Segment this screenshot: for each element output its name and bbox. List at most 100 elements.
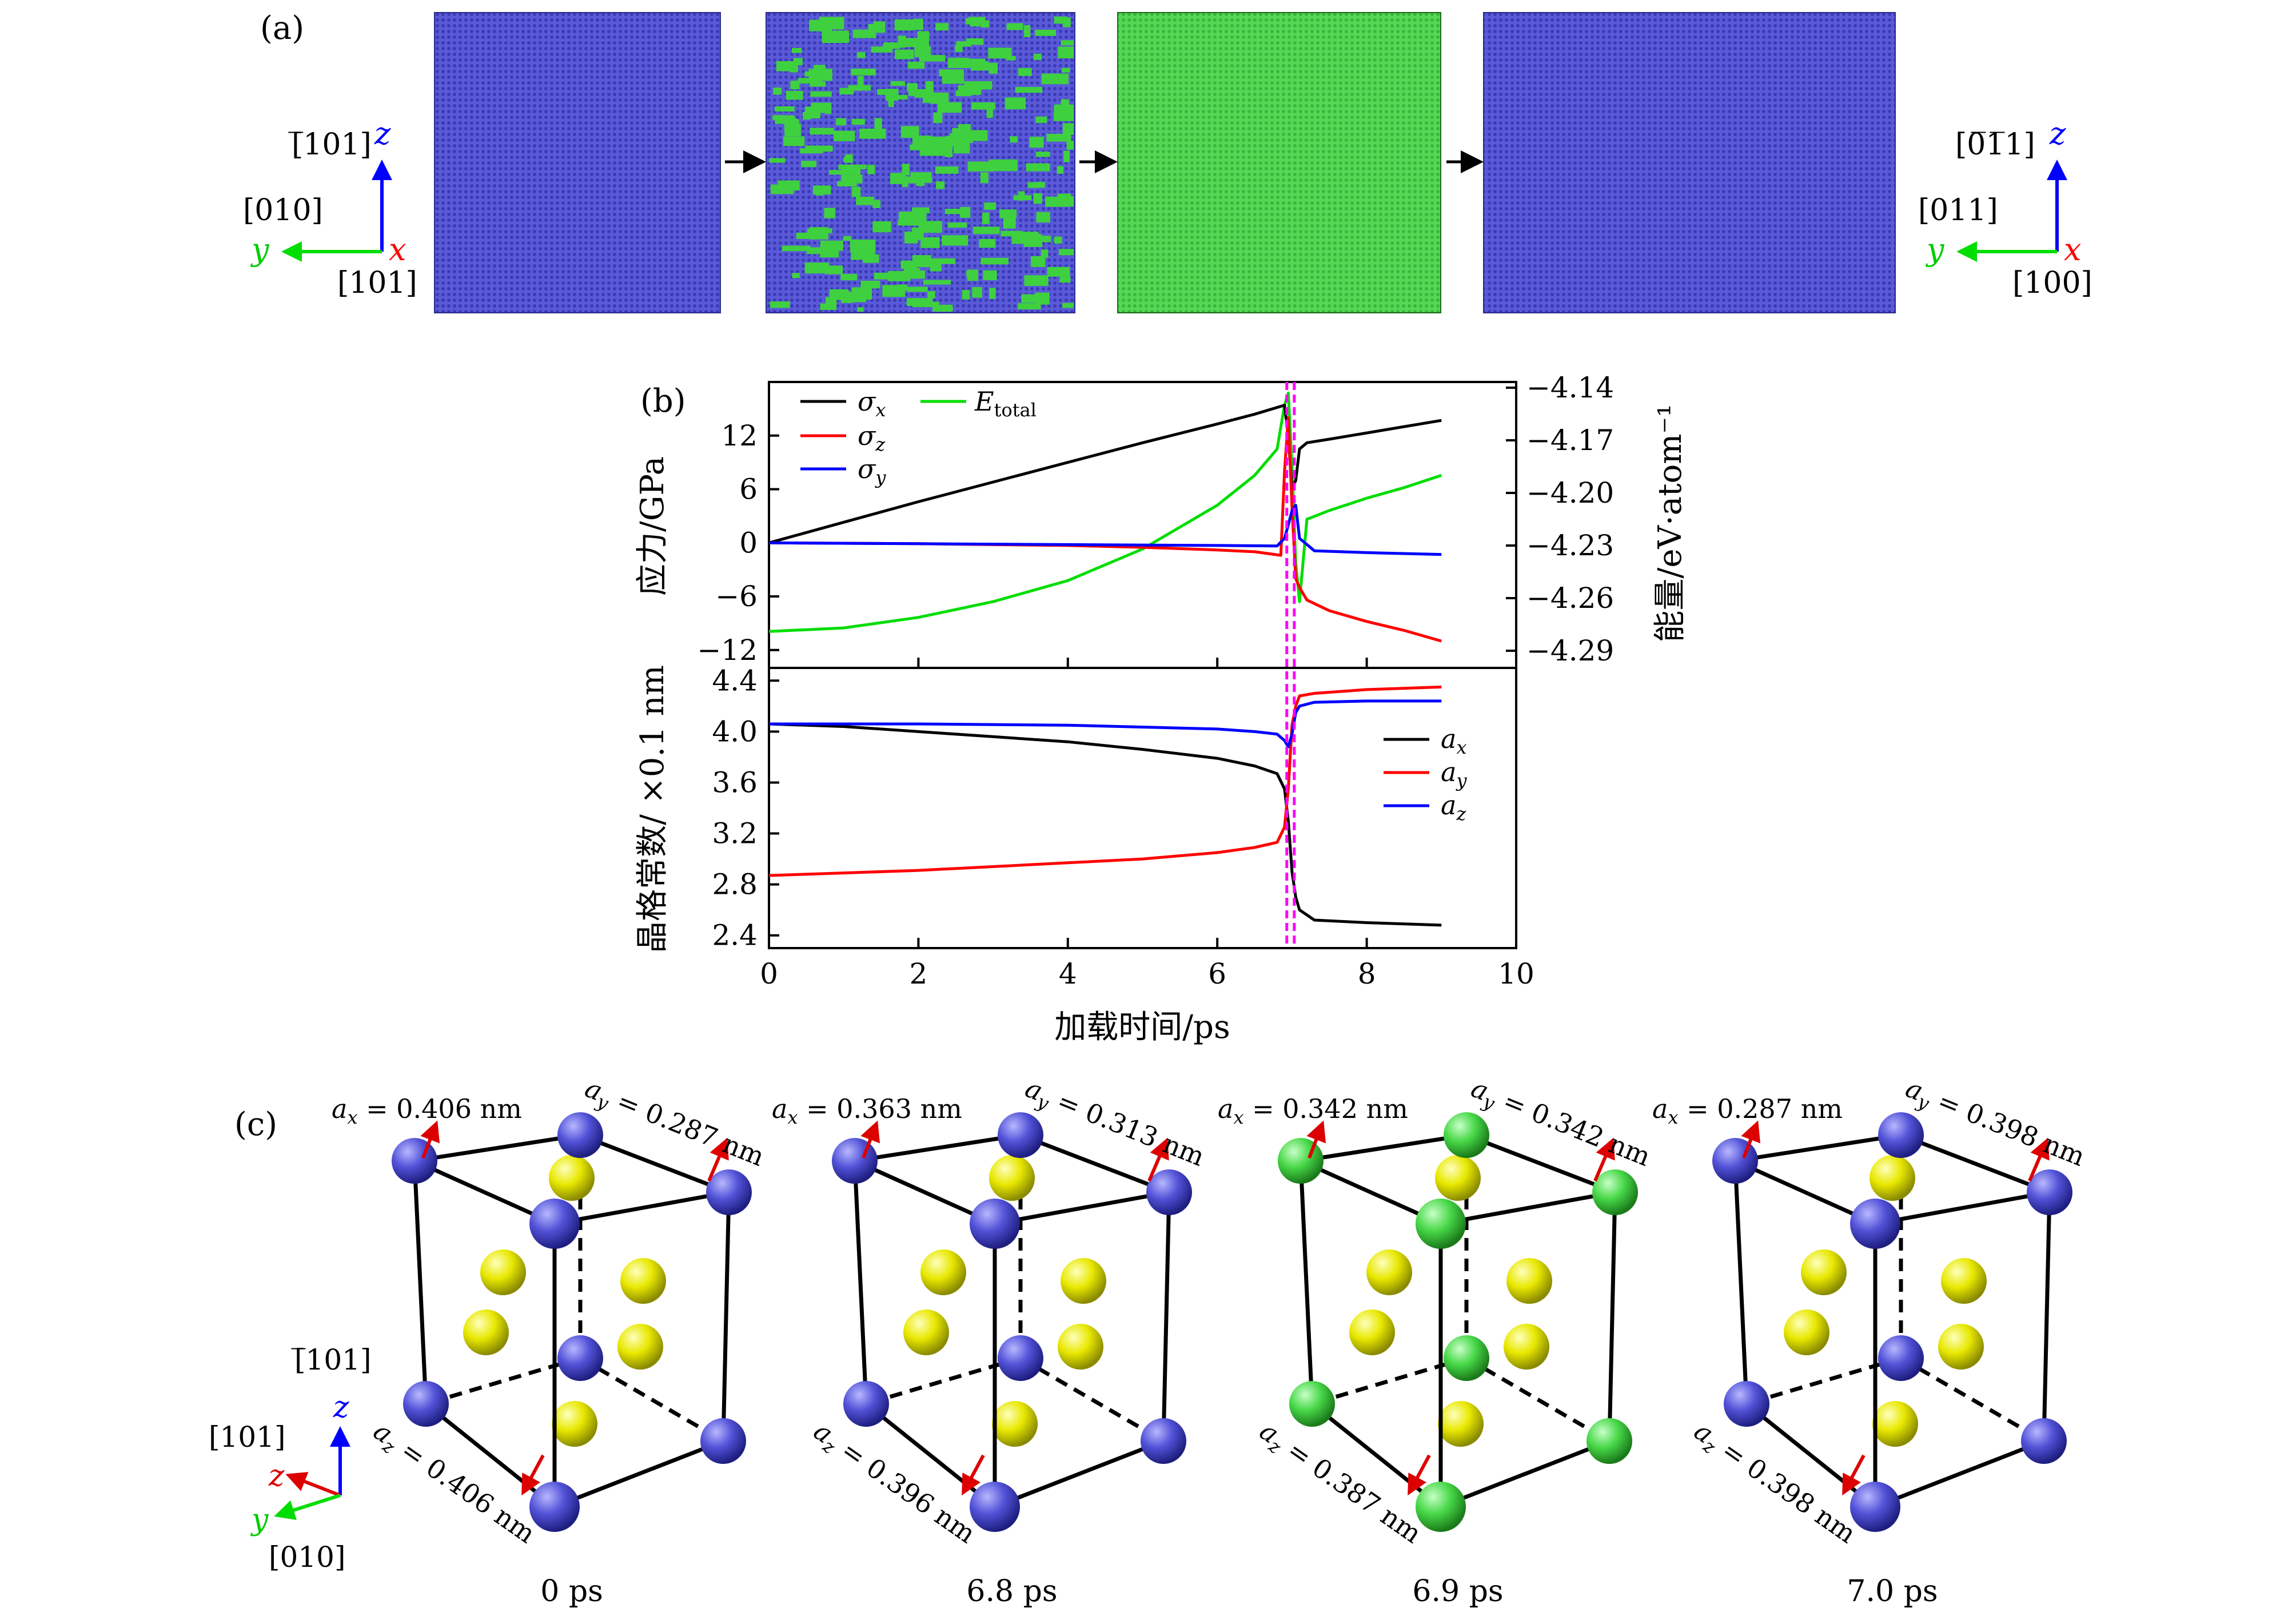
cell-edge-hidden [425,1356,581,1406]
axis-y-direction: [010] [269,1541,345,1574]
green-domain [955,57,962,64]
green-domain [810,81,826,87]
green-domain [852,29,876,38]
lattice-ay-label: ay = 0.398 nm [1900,1072,2089,1176]
unit-cell: ax = 0.406 nm ay = 0.287 nm az = 0.406 nm 0… [332,1072,769,1608]
green-domain [810,128,834,135]
green-domain [808,69,832,81]
green-domain [1006,23,1023,30]
green-domain [1027,182,1041,188]
green-domain [888,98,894,107]
green-domain [1058,46,1074,58]
corner-atom [998,1335,1043,1381]
green-domain [1011,232,1039,244]
frame-4-bcc [1483,12,1896,313]
green-domain [1054,236,1062,244]
green-domain [967,161,994,172]
corner-atom [529,1482,580,1532]
lattice-y-ticks: 4.4 4.0 3.6 3.2 2.8 2.4 [712,664,779,952]
lattice-ax-label: ax = 0.406 nm [332,1093,522,1128]
time-x-ticks: 0 2 4 6 8 10 [760,658,1534,990]
green-domain [1063,150,1070,162]
stress-ylabel: 应力/GPa [634,456,671,596]
green-domain [801,161,816,168]
green-domain [935,23,948,31]
green-domain [809,19,832,31]
corner-atom [1850,1482,1900,1532]
green-domain [1007,218,1016,229]
lattice-ax-label: ax = 0.342 nm [1218,1093,1408,1128]
lattice-az-label: az = 0.387 nm [1252,1415,1428,1553]
time-xlabel: 加载时间/ps [1054,1009,1230,1046]
cell-edge-hidden [579,1356,724,1443]
cell-edge-hidden [866,1356,1021,1406]
corner-atom [1878,1112,1924,1158]
axis-x-direction: [101] [209,1420,285,1454]
time-tick-label: 6 [1208,957,1226,990]
green-domain [834,130,855,141]
green-domain [979,239,996,248]
corner-atom [832,1138,878,1184]
corner-atom [1416,1482,1466,1532]
lattice-tick-label: 2.4 [712,919,758,952]
green-domain [1057,166,1064,174]
lattice-series [768,685,1442,927]
cell-edge [852,1160,868,1404]
corner-atom [1444,1112,1489,1158]
cell-edge [553,1439,724,1509]
lattice-tick-label: 2.8 [712,868,758,901]
green-domain [838,164,867,169]
green-domain [1026,163,1050,172]
time-tick-label: 4 [1059,957,1077,990]
green-domain [1005,97,1026,110]
green-domain [910,172,932,178]
green-domain [1062,123,1074,135]
face-atom [1366,1249,1412,1295]
green-domain [898,35,906,48]
green-domain [773,87,782,95]
cell-edge-hidden [1465,1356,1611,1443]
corner-atom [700,1418,746,1464]
displacement-arrow [420,1120,440,1159]
green-domain [972,226,1000,234]
lattice-tick-label: 4.4 [712,664,758,697]
axis-y-direction: [010] [243,193,323,228]
time-caption: 7.0 ps [1847,1574,1938,1608]
green-domain [944,209,962,214]
green-domain [901,38,929,47]
face-atom [1870,1155,1915,1201]
green-domain [792,47,802,53]
green-domain [792,273,800,278]
green-domain [954,142,970,154]
green-domain [900,126,919,138]
green-domain [959,132,984,137]
green-domain [952,128,960,134]
cell-edge [554,1190,730,1226]
green-domain [843,236,851,241]
green-domain [966,38,984,45]
legend-sy-label: σy [858,453,886,488]
legend-ax-label: ax [1441,723,1466,758]
cell-edge [413,1159,556,1226]
green-domain [800,148,823,154]
corner-atom [1850,1199,1900,1249]
green-domain [911,227,924,240]
cell-edge [994,1439,1165,1509]
green-domain [966,270,977,277]
cell-edge [1734,1159,1876,1226]
face-atom [903,1310,949,1355]
green-domain [806,247,833,254]
green-domain [769,158,786,163]
panel-a: (a) z y x [̅101] [010] [101] z y x [ [243,10,2092,313]
cell-edge [1440,1439,1611,1509]
cell-edge [1161,1192,1171,1442]
green-domain [1036,212,1050,223]
corner-atom [1278,1138,1324,1184]
green-domain [842,168,861,175]
legend-etotal-label: Etotal [974,386,1037,421]
face-atom [1435,1155,1481,1201]
green-domain [856,52,866,58]
green-domain [1053,112,1074,121]
displacement-arrow [962,1454,985,1496]
